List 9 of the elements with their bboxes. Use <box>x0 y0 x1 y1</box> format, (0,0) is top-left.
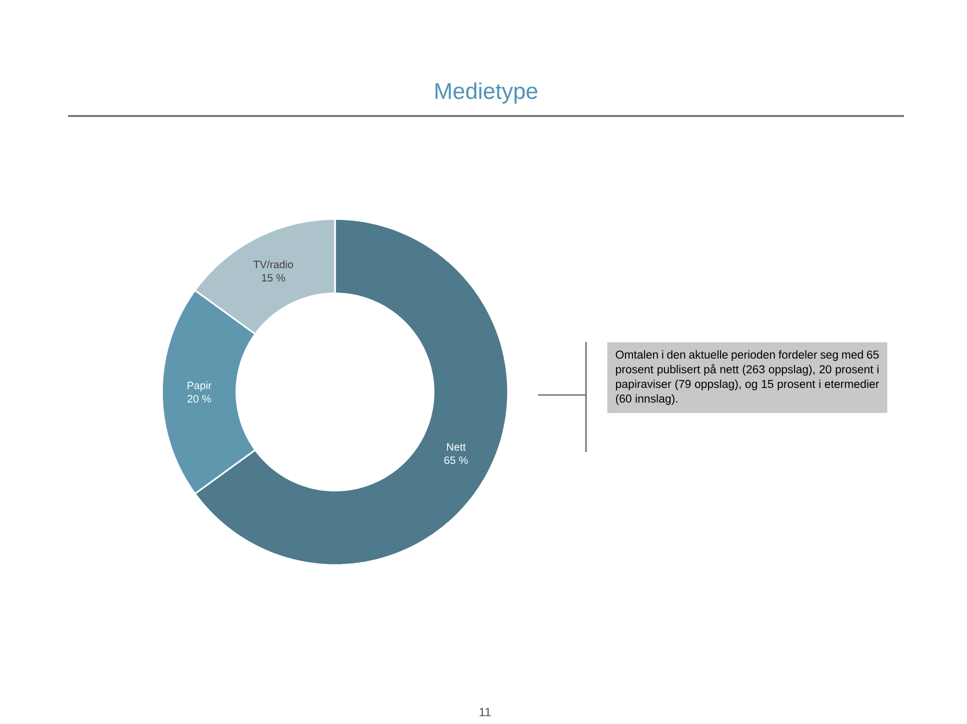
slice-label: Papir <box>188 381 212 392</box>
slice-label: TV/radio <box>253 260 294 268</box>
slice-label: Nett <box>447 443 466 451</box>
text: Omtalen i den aktuelle perioden fordeler seg med 65 prosent publisert på nett (263 oppslag), 20 prosent i papiraviser (79 oppslag), og 15 prosent i etermedier (60 innslag). <box>616 350 880 405</box>
chart-title: Medietype <box>436 82 538 104</box>
text: 11 <box>480 708 491 716</box>
data-label: 20 % <box>188 395 211 403</box>
data-label: 15 % <box>262 274 286 282</box>
data-label: 65 % <box>444 456 468 464</box>
